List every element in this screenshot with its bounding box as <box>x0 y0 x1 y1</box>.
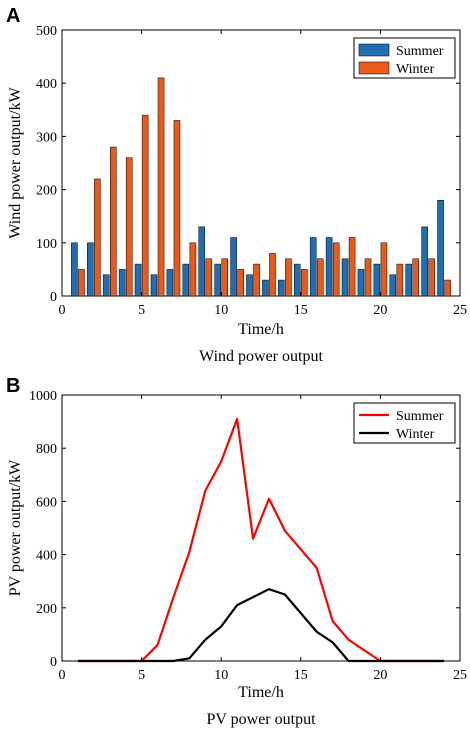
legend-b: Summer Winter <box>353 402 456 444</box>
bar-summer <box>118 269 126 297</box>
x-tick-label-b: 15 <box>294 668 308 683</box>
bar-winter <box>253 263 260 297</box>
y-tick-label-a: 200 <box>36 184 57 199</box>
y-tick-label-b: 600 <box>36 495 57 510</box>
bar-winter <box>141 114 149 297</box>
bar-summer <box>278 279 285 297</box>
wind-power-chart: A 0 5 10 15 20 25 0 100 200 300 400 500 Summer Winte… <box>6 5 467 365</box>
panel-letter-a: A <box>6 5 20 27</box>
x-tick-label-a: 25 <box>453 303 467 318</box>
y-tick-label-b: 0 <box>50 655 57 670</box>
bar-summer <box>150 274 158 297</box>
bar-winter <box>285 258 292 297</box>
caption-a: Wind power output <box>199 348 323 365</box>
bar-summer <box>389 274 397 297</box>
x-tick-label-a: 10 <box>214 303 228 318</box>
caption-b: PV power output <box>206 711 316 728</box>
bar-summer <box>198 226 206 297</box>
bar-winter <box>221 258 228 297</box>
bar-winter <box>301 269 308 297</box>
bar-summer <box>71 242 78 297</box>
bar-summer <box>166 269 174 297</box>
bar-summer <box>294 263 301 297</box>
bar-winter <box>316 258 324 297</box>
bar-summer <box>134 263 142 297</box>
pv-power-chart: B 0 5 10 15 20 25 0 200 400 600 800 1000 Summer Wint… <box>6 375 467 728</box>
bar-summer <box>421 226 428 297</box>
bar-winter <box>125 157 133 297</box>
legend-label-summer: Summer <box>396 44 444 59</box>
ticks-group-a: 0 5 10 15 20 25 0 100 200 300 400 500 <box>36 24 467 318</box>
x-tick-label-b: 0 <box>59 668 66 683</box>
bar-summer <box>309 237 317 297</box>
bar-summer <box>325 237 333 297</box>
legend-frame-b <box>353 402 456 444</box>
bar-winter <box>237 269 244 297</box>
bar-summer <box>214 263 221 297</box>
x-tick-label-b: 5 <box>138 668 145 683</box>
panel-letter-b: B <box>6 375 20 397</box>
bar-summer <box>246 274 253 297</box>
bar-summer <box>182 263 190 297</box>
x-tick-label-a: 15 <box>294 303 308 318</box>
legend-label-winter: Winter <box>396 62 435 77</box>
y-axis-label-a: Wind power output/kW <box>7 86 24 238</box>
bar-summer <box>87 242 94 297</box>
bar-summer <box>262 279 269 297</box>
bar-winter <box>189 242 197 297</box>
legend-label-winter: Winter <box>396 427 435 442</box>
bars-group-a <box>71 77 451 297</box>
bar-summer <box>102 274 110 297</box>
bar-winter <box>94 178 101 297</box>
bar-winter <box>396 263 404 297</box>
x-axis-label-a: Time/h <box>238 321 284 338</box>
bar-summer <box>230 237 237 297</box>
bar-winter <box>173 120 181 297</box>
y-tick-label-b: 1000 <box>29 389 57 404</box>
y-tick-label-a: 0 <box>50 290 57 305</box>
bar-winter <box>78 269 85 297</box>
y-tick-label-b: 400 <box>36 549 57 564</box>
lines-group-b <box>77 417 445 663</box>
y-tick-label-a: 100 <box>36 237 57 252</box>
bar-winter <box>348 237 356 297</box>
x-tick-label-b: 10 <box>214 668 228 683</box>
x-tick-label-a: 5 <box>138 303 145 318</box>
y-tick-label-a: 400 <box>36 77 57 92</box>
bar-summer <box>357 269 365 297</box>
bar-summer <box>341 258 349 297</box>
bar-summer <box>405 263 412 297</box>
y-axis-label-b: PV power output/kW <box>7 459 24 596</box>
x-tick-label-b: 20 <box>373 668 387 683</box>
legend-swatch-winter <box>358 61 390 75</box>
ticks-group-b: 0 5 10 15 20 25 0 200 400 600 800 1000 <box>29 389 467 683</box>
bar-winter <box>332 242 340 297</box>
y-tick-label-a: 300 <box>36 130 57 145</box>
x-tick-label-a: 0 <box>59 303 66 318</box>
line-winter <box>77 588 445 663</box>
x-tick-label-b: 25 <box>453 668 467 683</box>
bar-winter <box>364 258 372 297</box>
legend-a: Summer Winter <box>353 37 456 79</box>
bar-winter <box>157 77 165 297</box>
legend-label-summer: Summer <box>396 409 444 424</box>
bar-winter <box>205 258 213 297</box>
y-tick-label-a: 500 <box>36 24 57 39</box>
bar-winter <box>110 146 117 297</box>
legend-swatch-summer <box>358 43 390 57</box>
bar-winter <box>380 242 388 297</box>
bar-winter <box>412 258 420 297</box>
y-tick-label-b: 800 <box>36 442 57 457</box>
bar-winter <box>444 279 451 297</box>
bar-winter <box>269 253 276 297</box>
y-tick-label-b: 200 <box>36 602 57 617</box>
bar-summer <box>373 263 381 297</box>
x-axis-label-b: Time/h <box>238 684 284 701</box>
x-tick-label-a: 20 <box>373 303 387 318</box>
bar-summer <box>437 199 444 297</box>
bar-winter <box>428 258 435 297</box>
